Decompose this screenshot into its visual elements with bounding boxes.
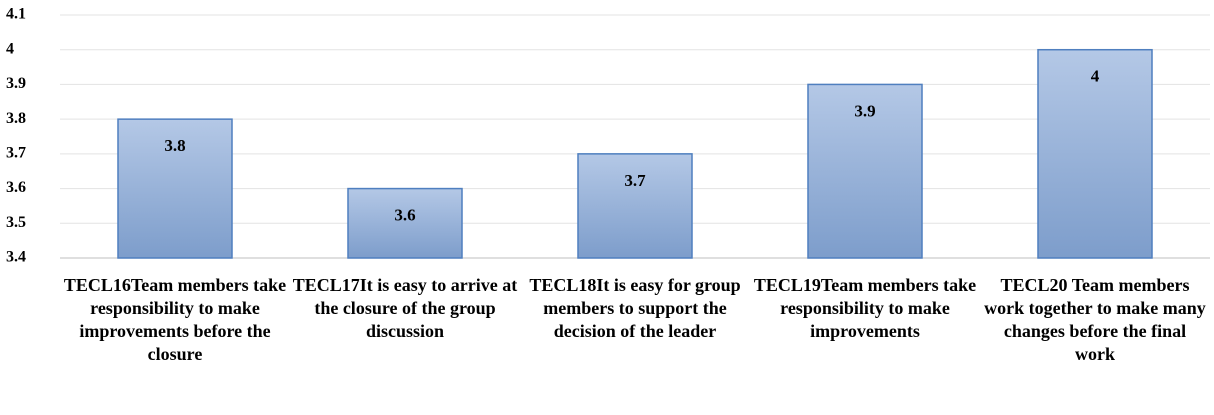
x-tick-label: TECL17It is easy to arrive at the closur… xyxy=(292,275,518,341)
y-tick-label: 3.6 xyxy=(6,179,26,196)
value-label: 3.8 xyxy=(164,136,185,155)
bar xyxy=(347,187,463,259)
value-label: 3.7 xyxy=(624,171,646,190)
y-tick-label: 3.7 xyxy=(6,145,26,162)
x-tick-label: TECL18It is easy for group members to su… xyxy=(529,275,741,341)
bar xyxy=(807,83,923,259)
x-tick-label: TECL16Team members take responsibility t… xyxy=(63,275,287,364)
y-tick-label: 3.9 xyxy=(6,75,26,92)
y-tick-label: 3.8 xyxy=(6,110,26,127)
y-tick-label: 3.4 xyxy=(6,249,26,266)
value-label: 3.6 xyxy=(394,205,415,224)
bar xyxy=(117,118,233,259)
bar xyxy=(1037,48,1153,259)
x-tick-label: TECL20 Team members work together to mak… xyxy=(984,275,1206,364)
y-tick-label: 3.5 xyxy=(6,214,26,231)
y-tick-label: 4 xyxy=(6,40,14,57)
value-label: 4 xyxy=(1091,67,1100,86)
value-label: 3.9 xyxy=(854,101,875,120)
y-tick-label: 4.1 xyxy=(6,6,26,23)
x-tick-label: TECL19Team members take responsibility t… xyxy=(753,275,977,341)
bar xyxy=(577,153,693,259)
